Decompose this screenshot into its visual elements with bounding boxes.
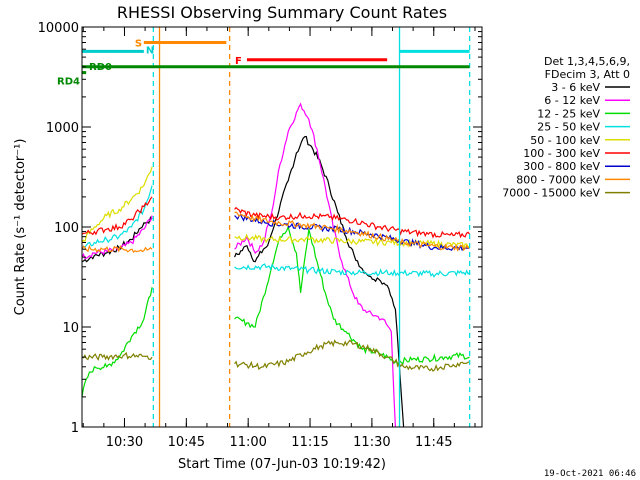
flag-label-1: N [146,45,154,56]
series-line-8 [81,339,470,372]
flag-label-4: RD0 [89,62,112,73]
series-line-2 [81,225,470,397]
series-line-4 [81,166,471,250]
y-tick-label: 10000 [38,21,79,36]
x-tick-label: 11:00 [229,435,266,450]
series-line-7 [81,211,470,254]
series-line-1 [81,102,396,428]
y-tick-label: 10 [62,321,79,336]
y-tick-label: 100 [54,221,79,236]
x-tick-label: 11:15 [291,435,328,450]
flag-label-2: F [235,56,242,67]
legend-label: 50 - 100 keV [530,134,600,147]
legend-label: 100 - 300 keV [523,147,600,160]
chart-title: RHESSI Observing Summary Count Rates [117,3,447,22]
flag-label-5: RD4 [57,77,80,88]
x-tick-label: 10:45 [168,435,205,450]
x-tick-label: 10:30 [106,435,143,450]
y-tick-label: 1000 [46,121,79,136]
legend-label: 25 - 50 keV [537,121,600,134]
legend-header: FDecim 3, Att 0 [545,68,630,81]
x-tick-label: 11:30 [353,435,390,450]
y-axis-label: Count Rate (s⁻¹ detector⁻¹) [13,139,28,316]
x-axis-label: Start Time (07-Jun-03 10:19:42) [178,457,386,472]
flag-label-0: S [135,38,142,49]
legend-header: Det 1,3,4,5,6,9, [544,55,630,68]
series-line-5 [81,196,471,239]
series-line-6 [234,213,470,252]
legend-label: 3 - 6 keV [551,81,600,94]
legend-label: 7000 - 15000 keV [502,187,600,200]
y-tick-label: 1 [71,421,79,436]
legend-label: 300 - 800 keV [523,160,600,173]
legend-label: 12 - 25 keV [537,107,600,120]
legend-label: 6 - 12 keV [544,94,600,107]
timestamp: 19-Oct-2021 06:46 [544,469,636,479]
x-tick-label: 11:45 [415,435,452,450]
legend-label: 800 - 7000 keV [516,173,600,186]
